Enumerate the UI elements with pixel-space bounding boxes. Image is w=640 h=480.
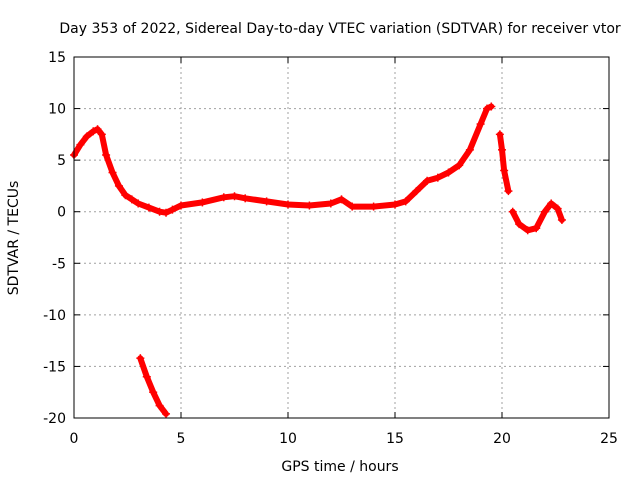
y-tick-label: 0 (57, 205, 66, 221)
data-point-marker (540, 207, 549, 216)
data-point-marker (230, 192, 239, 201)
x-tick-label: 10 (279, 431, 297, 447)
series-line (496, 131, 512, 195)
tick-layer: 0 5 10 15 20 25 15 10 5 0 -5 -10 -15 -20 (43, 50, 618, 447)
y-axis-label: SDTVAR / TECUs (6, 181, 22, 296)
data-point-marker (369, 202, 378, 211)
data-point-marker (391, 200, 399, 209)
data-point-marker (401, 197, 410, 206)
data-point-marker (476, 120, 485, 129)
x-tick-label: 25 (600, 431, 618, 447)
grid-layer (74, 57, 609, 418)
y-tick-label: -15 (43, 359, 66, 375)
data-series (495, 130, 513, 196)
data-point-marker (305, 201, 314, 210)
data-point-marker (547, 199, 556, 208)
data-point-marker (553, 204, 562, 213)
x-tick-label: 20 (493, 431, 511, 447)
data-point-marker (326, 199, 335, 208)
data-point-marker (97, 130, 106, 139)
series-line (71, 103, 495, 216)
data-point-marker (412, 187, 421, 196)
data-point-marker (262, 197, 271, 206)
plot-frame (73, 56, 610, 419)
data-point-marker (495, 130, 504, 139)
data-point-marker (500, 166, 509, 175)
chart-title: Day 353 of 2022, Sidereal Day-to-day VTE… (59, 21, 621, 37)
x-tick-label: 5 (177, 431, 186, 447)
data-point-marker (455, 161, 464, 170)
data-point-marker (508, 207, 517, 216)
data-point-marker (423, 176, 432, 185)
data-series (136, 354, 171, 418)
data-point-marker (465, 145, 474, 154)
data-point-marker (121, 191, 130, 200)
data-point-marker (76, 140, 85, 149)
y-tick-label: 15 (48, 50, 66, 66)
data-point-marker (483, 104, 492, 113)
y-tick-label: -20 (43, 411, 66, 427)
x-tick-label: 0 (70, 431, 79, 447)
data-point-marker (504, 187, 513, 196)
data-point-marker (198, 198, 207, 207)
data-series (508, 199, 566, 235)
data-point-marker (102, 150, 111, 159)
data-point-marker (487, 102, 496, 111)
data-point-marker (348, 202, 357, 211)
data-point-marker (108, 168, 117, 177)
data-point-marker (93, 125, 102, 134)
data-point-marker (177, 201, 185, 210)
data-point-marker (337, 195, 346, 204)
data-point-marker (241, 194, 250, 203)
y-tick-label: -5 (52, 256, 66, 272)
data-point-marker (127, 195, 136, 204)
data-point-marker (149, 388, 158, 397)
data-point-marker (523, 226, 532, 235)
data-point-marker (498, 145, 506, 154)
data-point-marker (114, 181, 123, 190)
data-point-marker (557, 215, 566, 224)
x-tick-label: 15 (386, 431, 404, 447)
x-axis-label: GPS time / hours (281, 459, 398, 475)
data-point-marker (515, 220, 524, 229)
data-point-marker (136, 354, 145, 363)
data-point-marker (532, 224, 541, 233)
data-point-marker (134, 199, 143, 208)
data-point-marker (155, 401, 164, 410)
data-point-marker (89, 127, 98, 136)
y-tick-label: 10 (48, 102, 66, 118)
data-point-marker (284, 200, 292, 209)
y-tick-label: -10 (43, 308, 66, 324)
data-point-marker (144, 203, 153, 212)
data-point-marker (142, 372, 151, 381)
data-point-marker (433, 173, 442, 182)
data-point-marker (155, 207, 164, 216)
data-point-marker (219, 193, 228, 202)
y-tick-label: 5 (57, 153, 66, 169)
data-point-marker (168, 205, 177, 214)
data-point-marker (162, 409, 171, 418)
data-series (70, 102, 496, 217)
data-point-marker (162, 208, 171, 217)
series-layer (70, 102, 566, 418)
data-point-marker (444, 168, 453, 177)
data-point-marker (82, 132, 91, 141)
series-line (509, 200, 565, 234)
